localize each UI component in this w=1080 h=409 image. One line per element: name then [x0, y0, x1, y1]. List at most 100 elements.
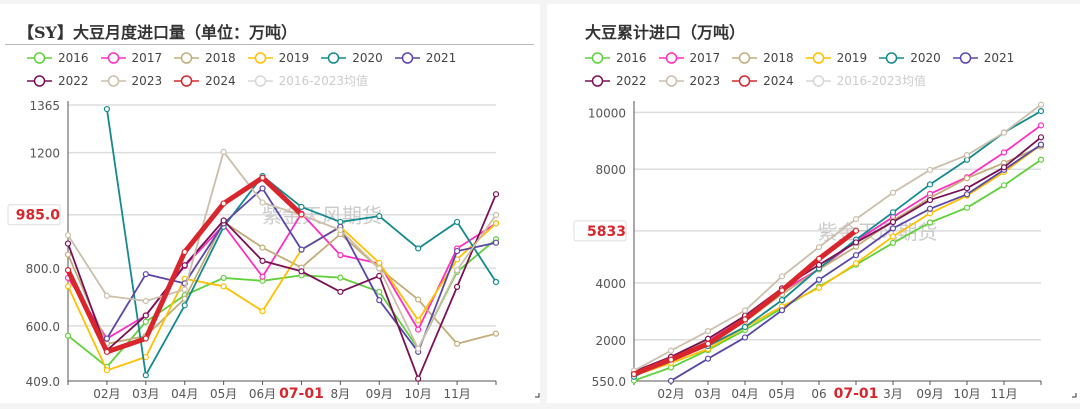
legend-item-2022[interactable]: 2022: [585, 69, 647, 92]
data-point-2024: [103, 348, 111, 355]
legend-item-2019[interactable]: 2019: [805, 46, 867, 69]
x-tick-label: 09月: [366, 387, 393, 401]
data-point-2022: [1037, 134, 1045, 141]
data-point-2020: [415, 245, 422, 252]
data-point-2024: [667, 356, 675, 363]
cumulative-import-panel: 大豆累计进口（万吨） 2016 2017 2018 2019 2020 2021 2022 2…: [547, 4, 1080, 403]
legend-marker-icon: [658, 74, 684, 87]
data-point-2016: [376, 288, 383, 295]
data-point-2024: [815, 255, 823, 262]
legend-item-2018[interactable]: 2018: [732, 46, 794, 69]
data-point-2023: [376, 265, 383, 272]
data-point-2024: [142, 335, 149, 342]
data-point-2024: [220, 200, 227, 207]
chart-title: 【SY】大豆月度进口量（单位：万吨）: [18, 23, 297, 42]
legend-item-2024[interactable]: 2024: [174, 69, 236, 92]
y-tick-label: 8000: [595, 163, 626, 177]
legend-label: 2021: [425, 50, 457, 65]
y-tick-label: 600.0: [26, 320, 60, 334]
series-line-2023: [633, 103, 1042, 372]
legend-item-2020[interactable]: 2020: [321, 46, 383, 69]
legend-item-2016-2023均值[interactable]: 2016-2023均值: [805, 69, 926, 92]
data-point-2019: [415, 317, 422, 324]
legend-marker-icon: [247, 74, 273, 87]
data-point-2016: [337, 274, 344, 281]
legend-item-2023[interactable]: 2023: [658, 69, 721, 92]
legend-item-2021[interactable]: 2021: [952, 46, 1015, 69]
x-tick-label: 02月: [93, 387, 120, 401]
legend-item-2021[interactable]: 2021: [394, 46, 457, 69]
data-point-2023: [815, 244, 823, 251]
data-point-2023: [337, 226, 344, 234]
legend-item-2023[interactable]: 2023: [100, 69, 162, 92]
data-point-2024: [704, 340, 712, 347]
data-point-2016: [1037, 156, 1045, 163]
data-point-2016: [963, 204, 971, 211]
legend-marker-icon: [100, 51, 126, 64]
data-point-2023: [103, 292, 111, 299]
data-point-2022: [815, 261, 823, 268]
data-point-2020: [376, 213, 383, 220]
legend-item-2017[interactable]: 2017: [100, 46, 162, 69]
legend-item-2020[interactable]: 2020: [879, 46, 941, 69]
data-point-2019: [852, 260, 860, 267]
series-line-2019: [633, 144, 1042, 377]
legend-item-2016[interactable]: 2016: [27, 46, 89, 69]
data-point-2020: [453, 218, 461, 226]
y-tick-label: 1200: [29, 147, 60, 161]
legend-item-2016[interactable]: 2016: [585, 46, 647, 69]
data-point-2018: [453, 340, 461, 347]
legend-item-2016-2023均值[interactable]: 2016-2023均值: [247, 69, 369, 92]
data-point-2022: [142, 312, 149, 319]
data-point-2020: [926, 181, 934, 188]
y-tick-label: 985.0: [16, 208, 61, 224]
data-point-2021: [453, 247, 461, 255]
legend-label: 2016-2023均值: [278, 74, 369, 88]
data-point-2022: [64, 240, 72, 247]
legend: 2016 2017 2018 2019 2020 2021 2022 2023 2024 2016…: [27, 46, 537, 92]
series-line-2022: [633, 136, 1042, 373]
data-point-2021: [376, 297, 383, 304]
legend-item-2024[interactable]: 2024: [732, 69, 794, 92]
data-point-2018: [963, 175, 971, 182]
cumulative-import-chart: 550.0 2000 4000 5833 8000 10000 02月 03月 04月 05月 06…: [573, 101, 1077, 402]
legend-label: 2024: [205, 73, 236, 88]
x-tick-label: 11月: [990, 387, 1017, 401]
legend-item-2019[interactable]: 2019: [247, 46, 310, 69]
legend-marker-icon: [879, 51, 905, 64]
data-point-2020: [181, 302, 188, 309]
data-point-2021: [704, 355, 712, 362]
data-point-2022: [1000, 164, 1008, 171]
legend-label: 2019: [278, 50, 310, 65]
legend: 2016 2017 2018 2019 2020 2021 2022 2023 2024 2016…: [585, 46, 1080, 92]
legend-item-2017[interactable]: 2017: [658, 46, 720, 69]
legend-marker-icon: [658, 51, 684, 64]
legend-label: 2023: [689, 73, 721, 88]
legend-marker-icon: [585, 74, 610, 87]
data-point-2021: [142, 271, 149, 278]
y-tick-label: 1365: [29, 99, 60, 113]
y-tick-label: 5833: [587, 224, 626, 240]
data-point-2021: [103, 335, 111, 342]
data-point-2024: [630, 370, 638, 378]
data-point-2022: [337, 288, 344, 295]
legend-label: 2021: [983, 50, 1015, 65]
legend-label: 2024: [763, 73, 794, 88]
series-line-2019: [67, 222, 497, 372]
data-point-2017: [1000, 149, 1008, 156]
data-point-2021: [815, 276, 823, 283]
legend-item-2022[interactable]: 2022: [27, 69, 89, 92]
data-point-2021: [778, 307, 786, 314]
data-point-2016: [889, 239, 897, 247]
data-point-2022: [963, 185, 971, 192]
data-point-2016: [142, 318, 149, 325]
legend-item-2018[interactable]: 2018: [174, 46, 236, 69]
data-point-2023: [852, 216, 860, 223]
data-point-2022: [492, 191, 500, 198]
data-point-2023: [1037, 101, 1045, 108]
monthly-import-chart: 409.0 600.0 800.0 985.0 1200 1365 02月 03月 04月 05月…: [7, 99, 540, 402]
monthly-import-panel: 【SY】大豆月度进口量（单位：万吨） 2016 2017 2018 2019 2020 2…: [0, 4, 540, 403]
x-tick-label: 04月: [731, 387, 758, 401]
data-point-2017: [1037, 122, 1045, 129]
data-point-2023: [667, 347, 675, 354]
